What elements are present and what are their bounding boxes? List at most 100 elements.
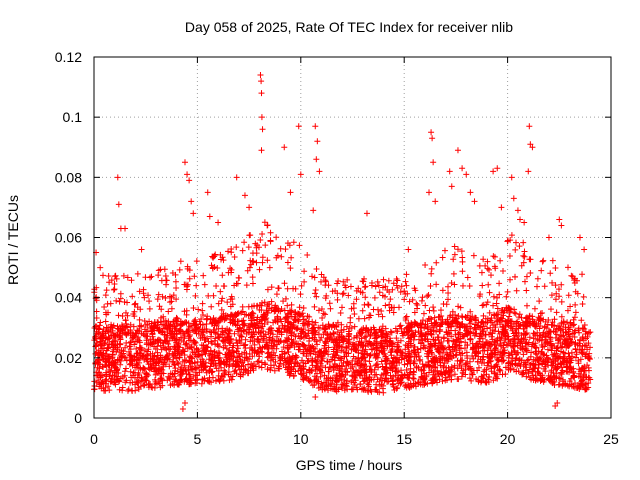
- data-point: [175, 360, 182, 367]
- data-point: [272, 308, 279, 315]
- data-point: [415, 336, 422, 343]
- data-point: [298, 333, 305, 340]
- data-point: [234, 280, 241, 287]
- data-point: [403, 325, 410, 332]
- data-point: [560, 355, 567, 362]
- data-point: [504, 288, 511, 295]
- x-tick-label: 0: [90, 431, 98, 447]
- data-point: [558, 298, 565, 305]
- data-point: [390, 280, 397, 287]
- data-point: [554, 363, 561, 370]
- data-point: [549, 362, 556, 369]
- data-point: [359, 289, 366, 296]
- data-point: [221, 370, 228, 377]
- data-point: [445, 296, 452, 303]
- data-point: [113, 297, 120, 304]
- data-point: [230, 316, 237, 323]
- data-point: [238, 333, 245, 340]
- data-point: [566, 363, 573, 370]
- data-point: [479, 282, 486, 289]
- data-point: [428, 265, 435, 272]
- data-point: [173, 296, 180, 303]
- data-point: [481, 323, 488, 330]
- data-point: [258, 300, 265, 307]
- data-point: [167, 376, 174, 383]
- data-point: [484, 325, 491, 332]
- data-point: [275, 365, 282, 372]
- data-point: [145, 361, 152, 368]
- data-point: [314, 370, 321, 377]
- data-point: [334, 290, 341, 297]
- data-point: [275, 305, 282, 312]
- data-point: [130, 323, 137, 330]
- data-point: [512, 239, 519, 246]
- data-point: [479, 374, 486, 381]
- data-point: [553, 331, 560, 338]
- data-point: [311, 274, 318, 281]
- data-point: [171, 322, 178, 329]
- data-point: [532, 348, 539, 355]
- data-point: [258, 364, 265, 371]
- data-point: [348, 346, 355, 353]
- data-point: [96, 369, 103, 376]
- data-point: [266, 326, 273, 333]
- data-point: [312, 358, 319, 365]
- data-point: [212, 251, 219, 258]
- data-point: [475, 364, 482, 371]
- data-point: [575, 357, 582, 364]
- data-point: [127, 339, 134, 346]
- data-point: [373, 381, 380, 388]
- data-point: [437, 357, 444, 364]
- data-point: [317, 373, 324, 380]
- data-point: [217, 315, 224, 322]
- data-point: [236, 325, 243, 332]
- data-point: [472, 342, 479, 349]
- data-point: [177, 377, 184, 384]
- data-point: [340, 278, 347, 285]
- data-point: [191, 326, 198, 333]
- data-point: [481, 367, 488, 374]
- data-point: [221, 283, 228, 290]
- data-point: [547, 270, 554, 277]
- data-point: [467, 365, 474, 372]
- data-point: [97, 341, 104, 348]
- data-point: [193, 376, 200, 383]
- data-point: [285, 349, 292, 356]
- data-point: [208, 333, 215, 340]
- data-point: [514, 362, 521, 369]
- data-point: [232, 311, 239, 318]
- data-point: [275, 328, 282, 335]
- data-point: [207, 348, 214, 355]
- data-point: [366, 366, 373, 373]
- data-point: [155, 366, 162, 373]
- data-point: [278, 253, 285, 260]
- data-point: [155, 291, 162, 298]
- data-point: [521, 219, 528, 226]
- data-point: [284, 259, 291, 266]
- data-point: [186, 267, 193, 274]
- data-point: [199, 334, 206, 341]
- data-point: [249, 280, 256, 287]
- data-point: [408, 321, 415, 328]
- data-point: [114, 346, 121, 353]
- data-point: [171, 344, 178, 351]
- data-point: [529, 368, 536, 375]
- data-point: [566, 355, 573, 362]
- data-point: [569, 273, 576, 280]
- data-point: [96, 322, 103, 329]
- data-point: [568, 381, 575, 388]
- data-point: [422, 261, 429, 268]
- data-point: [170, 359, 177, 366]
- data-point: [172, 352, 179, 359]
- data-point: [466, 282, 473, 289]
- data-point: [500, 267, 507, 274]
- data-point: [176, 327, 183, 334]
- data-point: [171, 370, 178, 377]
- data-point: [365, 329, 372, 336]
- data-point: [508, 318, 515, 325]
- data-point: [140, 364, 147, 371]
- data-point: [402, 316, 409, 323]
- data-point: [288, 366, 295, 373]
- data-point: [169, 331, 176, 338]
- chart-title: Day 058 of 2025, Rate Of TEC Index for r…: [185, 19, 513, 35]
